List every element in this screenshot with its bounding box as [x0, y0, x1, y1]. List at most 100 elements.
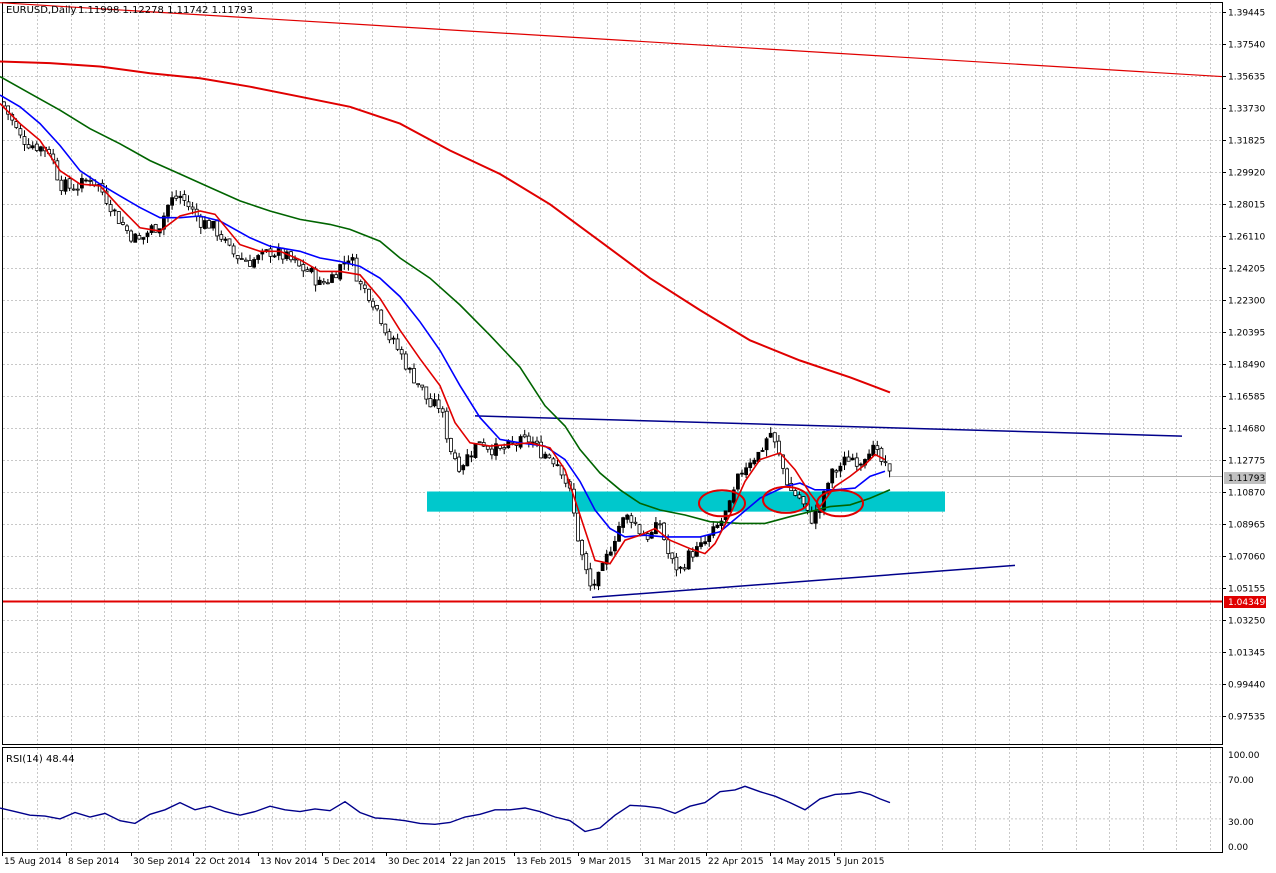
y-tick-label: 0.97535 — [1228, 713, 1265, 723]
candle — [391, 335, 396, 345]
candle — [235, 255, 240, 264]
x-tick-label: 15 Aug 2014 — [4, 857, 62, 867]
candle-body — [543, 453, 548, 459]
candle-body — [469, 455, 474, 458]
y-tick-label: 1.12775 — [1228, 457, 1265, 467]
candle-body — [227, 238, 232, 246]
candle-body — [539, 441, 543, 459]
support-tag: 1.04349 — [1228, 598, 1265, 608]
candle — [686, 549, 691, 570]
candle-body — [859, 463, 863, 466]
candle-body — [797, 494, 802, 499]
candle-body — [518, 436, 523, 448]
candle-body — [719, 520, 724, 526]
candle-body — [211, 220, 216, 229]
x-tick-label: 9 Mar 2015 — [580, 857, 631, 867]
candle-body — [215, 220, 220, 237]
symbol-label: EURUSD,Daily — [6, 5, 77, 16]
candle — [125, 224, 129, 234]
candle-body — [440, 408, 445, 413]
candle-body — [834, 470, 839, 473]
candle — [198, 213, 203, 234]
candle-body — [88, 179, 92, 182]
candle — [272, 253, 277, 258]
x-tick-label: 22 Oct 2014 — [195, 857, 251, 867]
candle-body — [371, 300, 375, 308]
candle-body — [313, 268, 318, 286]
candle — [330, 271, 334, 284]
candle — [84, 177, 88, 183]
candle-body — [555, 464, 560, 467]
candle-body — [752, 459, 757, 465]
candle-body — [231, 245, 236, 255]
candle-body — [744, 467, 748, 476]
candle-body — [592, 583, 597, 586]
candle — [547, 453, 552, 459]
candle — [268, 244, 273, 263]
candle-body — [645, 533, 650, 540]
candle-body — [133, 233, 138, 243]
candle-body — [830, 468, 835, 484]
y-tick-label: 1.20395 — [1228, 329, 1265, 339]
candle — [227, 238, 232, 247]
candle — [182, 190, 187, 206]
candle — [670, 552, 675, 564]
candle-body — [248, 260, 252, 267]
candle-body — [129, 230, 134, 242]
candle — [170, 191, 175, 210]
candle — [444, 407, 449, 443]
candle-body — [243, 259, 248, 262]
highlight-ellipse — [698, 489, 746, 518]
y-tick-label: 1.08965 — [1228, 521, 1265, 531]
candle-body — [125, 225, 129, 231]
candle-body — [112, 209, 117, 212]
candle-body — [576, 512, 580, 542]
candle-body — [366, 288, 371, 301]
candle-body — [354, 257, 359, 282]
candle-body — [584, 553, 589, 571]
candle-body — [871, 444, 876, 456]
candle — [703, 536, 707, 546]
candle-body — [202, 220, 207, 229]
candle — [207, 218, 211, 229]
candle — [584, 551, 589, 575]
candle-body — [330, 274, 334, 283]
candle — [662, 521, 666, 541]
candle-body — [608, 551, 613, 556]
y-tick-label: 1.24205 — [1228, 265, 1265, 275]
candle — [80, 173, 84, 193]
candle — [637, 523, 642, 535]
candle — [715, 522, 720, 529]
candle — [748, 458, 753, 472]
candle — [457, 452, 462, 473]
candle-body — [297, 259, 302, 267]
candle — [26, 138, 31, 150]
candle-body — [305, 269, 310, 272]
candle — [424, 386, 429, 405]
candle — [489, 444, 494, 460]
candle — [793, 488, 798, 497]
x-tick-label: 31 Mar 2015 — [644, 857, 701, 867]
candle-body — [453, 452, 457, 460]
y-tick-label: 1.03250 — [1228, 617, 1265, 627]
candle-body — [137, 235, 142, 240]
candle — [338, 263, 343, 282]
candle-body — [600, 562, 605, 572]
candle-body — [740, 472, 744, 475]
candle-body — [633, 521, 638, 524]
candle-body — [104, 190, 109, 204]
candle-body — [141, 237, 146, 240]
candle-body — [879, 447, 884, 462]
candle-body — [424, 386, 429, 400]
candle — [309, 266, 314, 274]
candle — [436, 393, 441, 414]
candle-body — [666, 539, 671, 554]
candle — [133, 232, 138, 243]
candle — [563, 474, 568, 488]
candle — [678, 565, 683, 574]
candle-body — [448, 437, 453, 452]
candle — [469, 450, 474, 463]
candle — [744, 462, 748, 478]
candle-body — [412, 368, 416, 384]
candle — [596, 571, 601, 591]
